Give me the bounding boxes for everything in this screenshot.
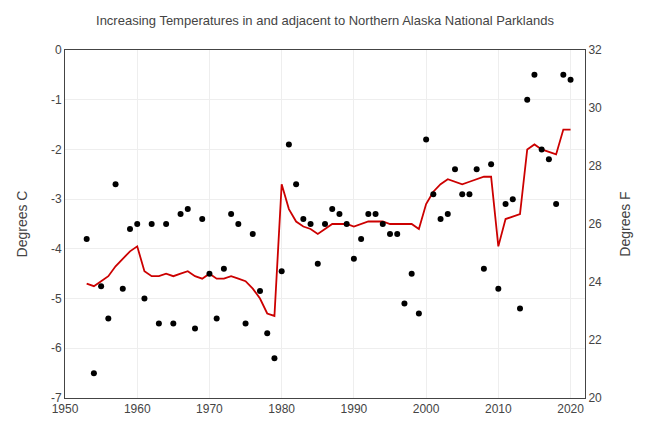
svg-text:2010: 2010 bbox=[485, 402, 512, 416]
svg-text:26: 26 bbox=[588, 217, 602, 231]
svg-text:-4: -4 bbox=[51, 242, 62, 256]
svg-text:Degrees C: Degrees C bbox=[14, 191, 30, 258]
svg-text:Degrees F: Degrees F bbox=[617, 191, 633, 256]
svg-text:-3: -3 bbox=[51, 192, 62, 206]
svg-text:1980: 1980 bbox=[268, 402, 295, 416]
svg-text:30: 30 bbox=[588, 101, 602, 115]
svg-text:1990: 1990 bbox=[341, 402, 368, 416]
svg-text:-5: -5 bbox=[51, 292, 62, 306]
svg-text:0: 0 bbox=[55, 43, 62, 57]
svg-text:-7: -7 bbox=[51, 391, 62, 405]
svg-text:22: 22 bbox=[588, 333, 602, 347]
svg-text:1950: 1950 bbox=[52, 402, 79, 416]
svg-text:-6: -6 bbox=[51, 341, 62, 355]
svg-text:28: 28 bbox=[588, 159, 602, 173]
svg-text:-1: -1 bbox=[51, 93, 62, 107]
svg-text:1970: 1970 bbox=[196, 402, 223, 416]
svg-text:24: 24 bbox=[588, 275, 602, 289]
svg-text:2000: 2000 bbox=[413, 402, 440, 416]
svg-text:Increasing Temperatures in and: Increasing Temperatures in and adjacent … bbox=[96, 13, 554, 28]
svg-text:32: 32 bbox=[588, 43, 602, 57]
svg-text:2020: 2020 bbox=[557, 402, 584, 416]
svg-text:-2: -2 bbox=[51, 143, 62, 157]
svg-text:20: 20 bbox=[588, 391, 602, 405]
svg-text:1960: 1960 bbox=[124, 402, 151, 416]
